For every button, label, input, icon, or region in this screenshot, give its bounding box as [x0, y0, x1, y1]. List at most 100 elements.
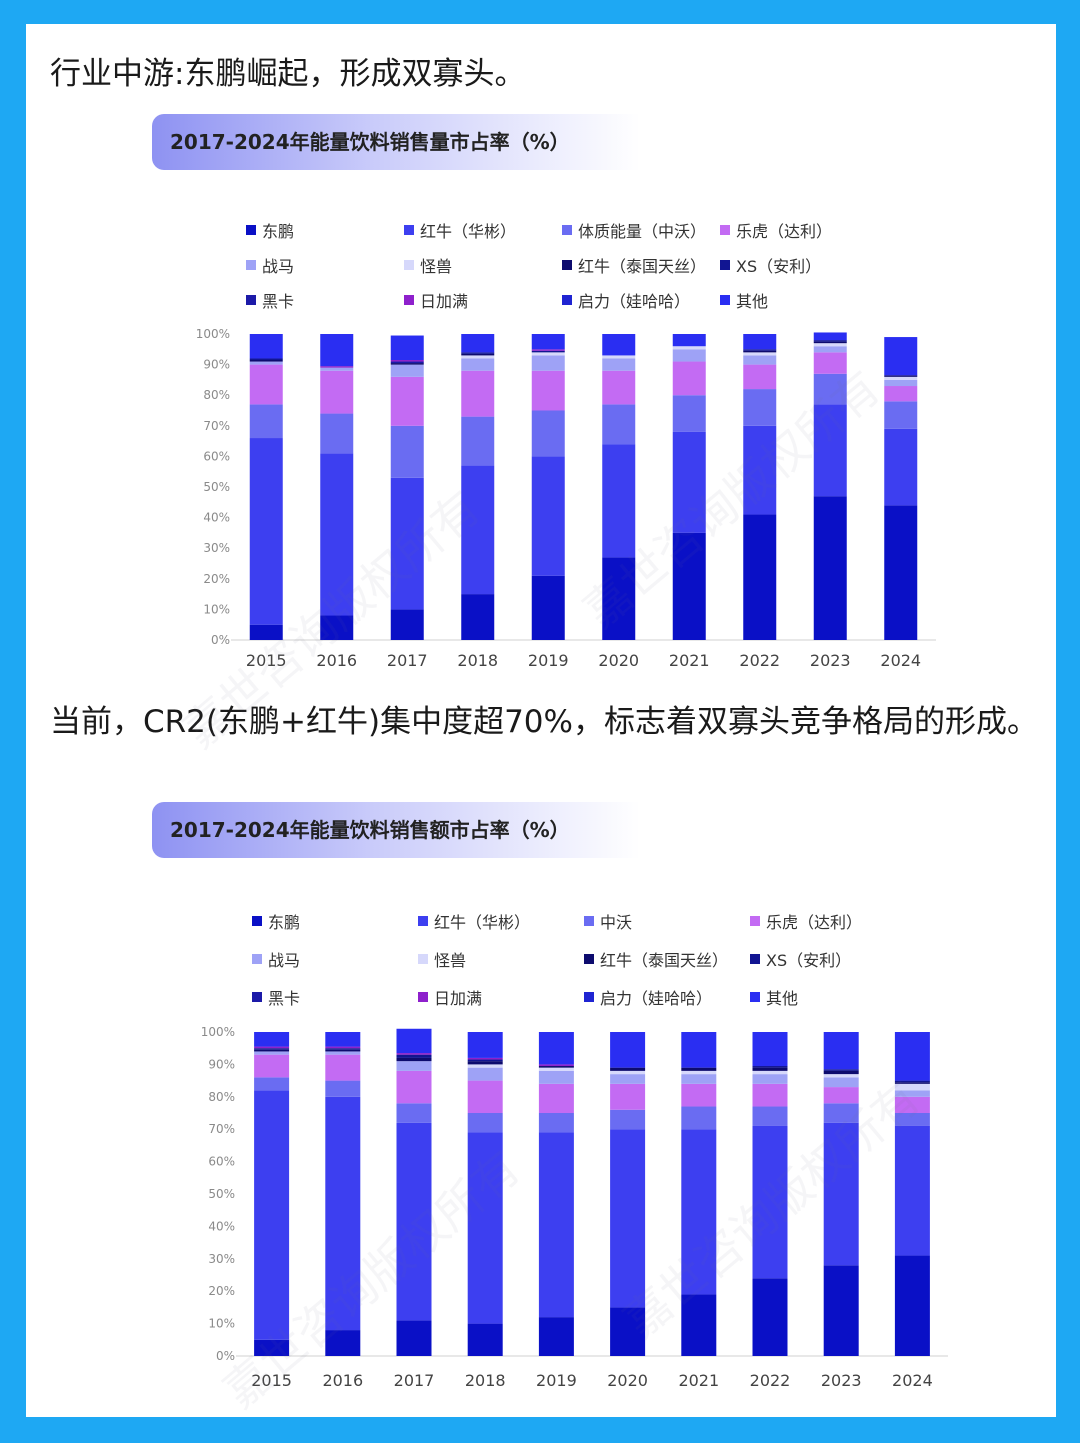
bar-segment — [743, 514, 777, 640]
y-tick-label: 0% — [211, 633, 230, 647]
bar-segment — [390, 361, 424, 364]
bar-segment — [538, 1064, 574, 1067]
legend-label: 乐虎（达利） — [766, 912, 863, 932]
bar-segment — [823, 1074, 859, 1078]
bar-segment — [254, 1051, 290, 1055]
legend-swatch — [562, 259, 572, 270]
bar-segment — [467, 1064, 503, 1068]
legend-label: 红牛（泰国天丝） — [600, 950, 729, 970]
bar-segment — [538, 1067, 574, 1071]
bar-segment — [538, 1113, 574, 1133]
legend-swatch — [404, 294, 414, 305]
bar-segment — [823, 1070, 859, 1075]
legend-label: 战马 — [262, 256, 295, 276]
y-tick-label: 80% — [208, 1090, 235, 1104]
legend-item: 日加满 — [404, 286, 562, 313]
bar-segment — [752, 1074, 788, 1084]
bar-segment — [672, 395, 706, 432]
bar-segment — [249, 334, 283, 359]
bar-segment — [538, 1032, 574, 1065]
bar-segment — [894, 1113, 930, 1126]
legend-swatch — [252, 915, 262, 926]
y-tick-label: 20% — [203, 572, 230, 586]
y-tick-label: 50% — [208, 1187, 235, 1201]
bar-segment — [681, 1074, 717, 1084]
y-tick-label: 50% — [203, 480, 230, 494]
bar-segment — [813, 404, 847, 497]
bar-segment — [884, 375, 918, 377]
bar-segment — [823, 1077, 859, 1088]
bar-segment — [396, 1103, 432, 1123]
bar-segment — [823, 1069, 859, 1071]
legend-label: 乐虎（达利） — [736, 221, 833, 241]
legend-item: 红牛（华彬） — [404, 216, 562, 243]
bar-segment — [538, 1317, 574, 1356]
bar-segment — [390, 376, 424, 426]
bar-segment — [610, 1074, 646, 1084]
bar-segment — [390, 364, 424, 377]
legend-item: 日加满 — [418, 983, 584, 1010]
legend-label: 黑卡 — [262, 291, 295, 311]
summary-paragraph: 当前，CR2(东鹏+红牛)集中度超70%，标志着双寡头竞争格局的形成。 — [50, 704, 1038, 740]
x-tick-label: 2019 — [536, 1371, 577, 1390]
x-tick-label: 2015 — [246, 651, 287, 670]
intro-paragraph: 行业中游:东鹏崛起，形成双寡头。 — [50, 56, 526, 92]
x-tick-label: 2021 — [678, 1371, 719, 1390]
bar-segment — [320, 334, 354, 367]
legend-label: 东鹏 — [262, 221, 295, 241]
bar-segment — [531, 355, 565, 371]
y-tick-label: 90% — [203, 358, 230, 372]
legend-item: 战马 — [246, 251, 404, 278]
bar-segment — [813, 340, 847, 342]
bar-segment — [672, 346, 706, 350]
bar-segment — [325, 1080, 361, 1097]
bar-segment — [813, 343, 847, 347]
legend-label: 红牛（华彬） — [420, 221, 517, 241]
page: 行业中游:东鹏崛起，形成双寡头。 2017-2024年能量饮料销售量市占率（%）… — [26, 24, 1056, 1418]
x-tick-label: 2020 — [598, 651, 639, 670]
bar-segment — [610, 1067, 646, 1071]
bar-segment — [884, 386, 918, 402]
y-tick-label: 10% — [208, 1317, 235, 1331]
legend-item: 其他 — [750, 983, 916, 1010]
bar-segment — [254, 1090, 290, 1340]
y-tick-label: 40% — [203, 511, 230, 525]
bar-segment — [884, 505, 918, 640]
bar-segment — [610, 1109, 646, 1130]
bar-segment — [254, 1046, 290, 1049]
chart2-title: 2017-2024年能量饮料销售额市占率（%） — [152, 802, 640, 858]
bar-segment — [531, 349, 565, 351]
legend-label: 东鹏 — [268, 912, 301, 932]
bar-segment — [681, 1067, 717, 1071]
legend-swatch — [418, 915, 428, 926]
bar-segment — [813, 332, 847, 341]
bar-segment — [823, 1265, 859, 1356]
bar-segment — [602, 370, 636, 405]
bar-segment — [610, 1032, 646, 1068]
bar-segment — [325, 1048, 361, 1050]
legend-item: XS（安利） — [750, 945, 916, 972]
legend-label: 启力（娃哈哈） — [600, 988, 713, 1008]
legend-item: 乐虎（达利） — [720, 216, 878, 243]
bar-segment — [752, 1106, 788, 1126]
bar-segment — [602, 404, 636, 445]
bar-segment — [672, 532, 706, 640]
bar-segment — [390, 477, 424, 610]
bar-segment — [602, 557, 636, 640]
legend-item: 其他 — [720, 286, 878, 313]
bar-segment — [743, 355, 777, 365]
bar-segment — [467, 1059, 503, 1062]
bar-segment — [461, 334, 495, 353]
y-tick-label: 20% — [208, 1284, 235, 1298]
y-tick-label: 30% — [203, 541, 230, 555]
y-tick-label: 10% — [203, 602, 230, 616]
legend-item: 东鹏 — [252, 907, 418, 934]
legend-item: 战马 — [252, 945, 418, 972]
legend-item: 中沃 — [584, 907, 750, 934]
y-tick-label: 70% — [208, 1122, 235, 1136]
bar-segment — [254, 1077, 290, 1091]
bar-segment — [884, 337, 918, 376]
y-tick-label: 0% — [216, 1349, 235, 1363]
bar-segment — [672, 334, 706, 347]
legend-label: 红牛（华彬） — [434, 912, 531, 932]
